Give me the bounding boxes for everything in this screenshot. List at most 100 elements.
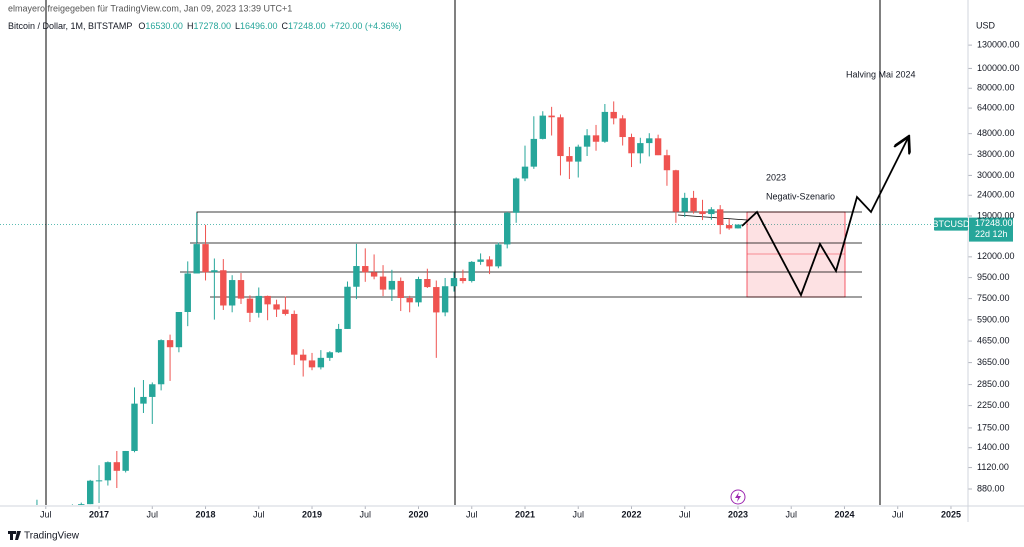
y-tick-label: 19000.00 [977,210,1015,220]
trend-line [677,214,748,221]
y-tick-label: 12000.00 [977,251,1015,261]
candle-body [690,197,697,212]
candle-body [512,178,520,213]
candle-body [672,170,680,212]
candle-body [175,312,183,348]
x-tick-label: 2025 [941,509,961,519]
candle-body [113,462,121,471]
candle-body [592,135,600,142]
y-tick-label: 30000.00 [977,170,1015,180]
candle-body [716,209,724,226]
candle-body [725,225,733,229]
candle-body [610,111,617,119]
drawings [45,0,908,505]
legend-line: Bitcoin / Dollar, 1M, BITSTAMP O16530.00 H… [8,21,402,31]
y-tick-label: 1750.00 [977,422,1010,432]
symbol-tag [934,217,968,231]
candle-body [166,340,174,348]
candle-body [654,138,662,156]
candle-body [193,244,200,274]
candle-body [370,272,378,277]
candle-body [681,197,688,212]
grid [0,44,972,509]
symbol-tag-text: BTCUSD [932,219,970,229]
x-tick-label: 2021 [515,509,535,519]
footer: TradingView [24,531,80,542]
candle-body [575,146,582,162]
candle-body [86,480,94,505]
candle-body [663,155,671,171]
candle-body [521,166,529,179]
x-tick-label: Jul [785,509,797,519]
candle-body [583,135,591,147]
event-icon-bolt [735,492,741,502]
candle-body [78,504,85,505]
candle-body [504,212,511,245]
candle-body [415,279,422,303]
y-tick-label: 1120.00 [977,462,1009,472]
candle-body [353,266,360,287]
x-tick-label: 2018 [196,509,216,519]
axis-title: USD [976,20,996,30]
candle-body [291,313,298,355]
price-tag-box [969,217,1013,242]
y-tick-label: 4650.00 [977,335,1010,345]
price-tag-text: 17248.00 [975,218,1013,228]
candles [36,101,742,505]
candle-body [637,143,644,154]
x-tick-label: Jul [572,509,584,519]
candle-body [539,115,546,139]
y-tick-label: 100000.00 [977,63,1020,73]
x-tick-label: Jul [892,509,904,519]
candle-body [140,396,147,404]
x-tick-label: Jul [147,509,159,519]
candle-body [468,261,475,282]
candle-body [202,244,209,273]
candle-body [441,286,449,313]
y-tick-label: 2250.00 [977,400,1010,410]
candle-body [530,138,538,167]
candle-body [264,295,271,305]
candle-body [495,244,502,267]
y-tick-label: 64000.00 [977,102,1015,112]
candle-body [308,360,316,368]
candle-body [299,354,307,361]
scenario-box [746,211,846,298]
x-tick-label: Jul [360,509,372,519]
annotation: Negativ-Szenario [766,191,835,201]
candle-body [95,480,103,482]
candle-body [228,280,236,306]
candle-body [317,357,325,368]
y-tick-label: 7500.00 [977,293,1010,303]
candle-body [344,286,351,329]
candle-body [237,280,245,299]
candle-body [477,259,484,262]
candle-body [326,352,334,358]
candle-body [601,111,609,142]
candle-body [646,138,653,144]
x-tick-label: Jul [40,509,52,519]
y-tick-label: 880.00 [977,483,1005,493]
x-tick-label: 2020 [408,509,428,519]
candle-body [273,304,280,310]
candle-body [282,309,289,314]
x-tick-label: 2023 [728,509,748,519]
candle-body [734,224,742,229]
x-tick-label: Jul [466,509,478,519]
annotation: Halving Mai 2024 [846,69,916,79]
candle-body [548,115,555,118]
candle-body [424,279,431,288]
candle-body [220,270,227,306]
countdown-text: 22d 12h [975,229,1008,239]
candle-body [246,298,254,313]
candle-body [450,278,458,287]
candle-body [619,118,626,138]
x-tick-label: 2019 [302,509,322,519]
candle-body [362,266,369,273]
candle-body [699,211,706,215]
candle-body [566,156,573,162]
candle-body [104,462,112,481]
y-tick-label: 130000.00 [977,39,1020,49]
candle-body [388,280,396,290]
